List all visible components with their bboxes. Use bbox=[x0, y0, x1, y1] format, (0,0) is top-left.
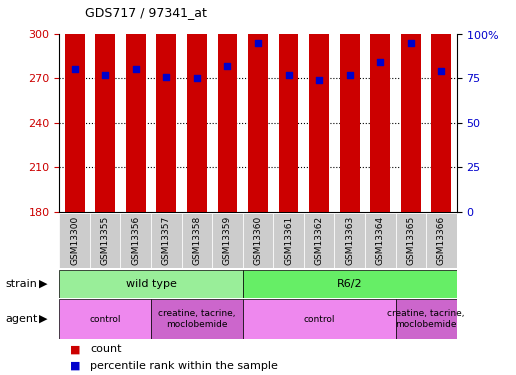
Bar bbox=[59, 213, 90, 268]
Text: GSM13355: GSM13355 bbox=[101, 215, 110, 265]
Text: GSM13360: GSM13360 bbox=[253, 215, 263, 265]
Point bbox=[193, 75, 201, 81]
Bar bbox=[340, 0, 360, 212]
Text: ■: ■ bbox=[70, 345, 80, 354]
Bar bbox=[59, 270, 243, 298]
Bar bbox=[396, 213, 426, 268]
Text: GSM13363: GSM13363 bbox=[345, 215, 354, 265]
Bar bbox=[243, 213, 273, 268]
Bar bbox=[187, 0, 207, 212]
Bar bbox=[334, 213, 365, 268]
Bar bbox=[64, 0, 85, 212]
Point bbox=[437, 68, 445, 74]
Text: GSM13364: GSM13364 bbox=[376, 215, 385, 264]
Bar bbox=[182, 213, 212, 268]
Text: creatine, tacrine,
moclobemide: creatine, tacrine, moclobemide bbox=[388, 309, 465, 329]
Text: percentile rank within the sample: percentile rank within the sample bbox=[90, 361, 278, 370]
Bar bbox=[426, 213, 457, 268]
Bar bbox=[273, 213, 304, 268]
Text: control: control bbox=[89, 315, 121, 324]
Bar bbox=[120, 213, 151, 268]
Text: GSM13362: GSM13362 bbox=[315, 215, 324, 264]
Text: wild type: wild type bbox=[125, 279, 176, 289]
Point bbox=[346, 72, 354, 78]
Bar bbox=[365, 213, 396, 268]
Bar bbox=[248, 0, 268, 212]
Bar bbox=[279, 0, 298, 212]
Bar bbox=[156, 0, 176, 212]
Text: GSM13300: GSM13300 bbox=[70, 215, 79, 265]
Text: GSM13359: GSM13359 bbox=[223, 215, 232, 265]
Bar bbox=[59, 299, 151, 339]
Bar bbox=[309, 0, 329, 212]
Bar bbox=[95, 0, 115, 212]
Text: creatine, tacrine,
moclobemide: creatine, tacrine, moclobemide bbox=[158, 309, 236, 329]
Text: ▶: ▶ bbox=[39, 279, 47, 289]
Bar bbox=[243, 270, 457, 298]
Point bbox=[376, 59, 384, 65]
Text: ■: ■ bbox=[70, 361, 80, 370]
Text: ▶: ▶ bbox=[39, 314, 47, 324]
Text: GSM13356: GSM13356 bbox=[131, 215, 140, 265]
Text: agent: agent bbox=[5, 314, 38, 324]
Point bbox=[254, 40, 262, 46]
Bar bbox=[396, 299, 457, 339]
Point bbox=[223, 63, 232, 69]
Text: strain: strain bbox=[5, 279, 37, 289]
Text: GSM13366: GSM13366 bbox=[437, 215, 446, 265]
Point bbox=[101, 72, 109, 78]
Bar bbox=[126, 0, 146, 212]
Bar bbox=[370, 0, 390, 212]
Bar bbox=[212, 213, 243, 268]
Text: GSM13361: GSM13361 bbox=[284, 215, 293, 265]
Bar bbox=[243, 299, 396, 339]
Text: R6/2: R6/2 bbox=[337, 279, 363, 289]
Bar bbox=[151, 299, 243, 339]
Text: GSM13365: GSM13365 bbox=[406, 215, 415, 265]
Point bbox=[71, 66, 79, 72]
Point bbox=[132, 66, 140, 72]
Point bbox=[407, 40, 415, 46]
Bar bbox=[218, 0, 237, 212]
Text: count: count bbox=[90, 345, 122, 354]
Text: control: control bbox=[303, 315, 335, 324]
Point bbox=[162, 74, 170, 80]
Text: GDS717 / 97341_at: GDS717 / 97341_at bbox=[85, 6, 207, 19]
Bar bbox=[151, 213, 182, 268]
Bar bbox=[90, 213, 120, 268]
Point bbox=[315, 77, 323, 83]
Text: GSM13357: GSM13357 bbox=[162, 215, 171, 265]
Bar bbox=[304, 213, 334, 268]
Text: GSM13358: GSM13358 bbox=[192, 215, 201, 265]
Point bbox=[284, 72, 293, 78]
Bar bbox=[431, 0, 452, 212]
Bar bbox=[401, 0, 421, 212]
